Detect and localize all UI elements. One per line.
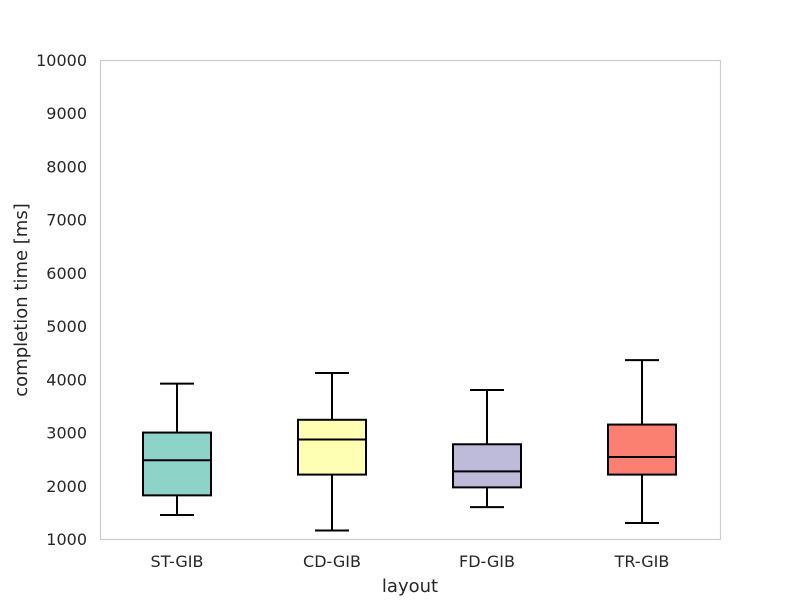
x-tick-label: ST-GIB xyxy=(151,552,204,571)
iqr-box xyxy=(452,443,522,489)
y-axis-label: completion time [ms] xyxy=(11,203,32,397)
y-tick-label: 6000 xyxy=(46,264,87,283)
box-fd-gib xyxy=(452,388,522,509)
y-tick-label: 3000 xyxy=(46,424,87,443)
iqr-box xyxy=(142,431,212,497)
y-tick-label: 1000 xyxy=(46,530,87,549)
iqr-box xyxy=(607,423,677,476)
box-st-gib xyxy=(142,382,212,517)
y-tick-label: 5000 xyxy=(46,317,87,336)
box-series xyxy=(142,359,677,532)
y-tick-label: 10000 xyxy=(36,51,87,70)
y-tick-label: 4000 xyxy=(46,370,87,389)
y-tick-label: 7000 xyxy=(46,211,87,230)
y-axis-ticks: 1000 2000 3000 4000 5000 6000 7000 8000 9000 1000… xyxy=(36,51,87,549)
y-tick-label: 2000 xyxy=(46,477,87,496)
x-axis-label: layout xyxy=(382,576,438,597)
box-tr-gib xyxy=(607,359,677,525)
y-tick-label: 8000 xyxy=(46,157,87,176)
x-tick-label: TR-GIB xyxy=(614,552,670,571)
box-cd-gib xyxy=(297,371,367,532)
iqr-box xyxy=(297,418,367,476)
x-tick-label: CD-GIB xyxy=(303,552,361,571)
x-axis-ticks: ST-GIB CD-GIB FD-GIB TR-GIB xyxy=(151,552,670,571)
x-tick-label: FD-GIB xyxy=(459,552,515,571)
y-tick-label: 9000 xyxy=(46,104,87,123)
